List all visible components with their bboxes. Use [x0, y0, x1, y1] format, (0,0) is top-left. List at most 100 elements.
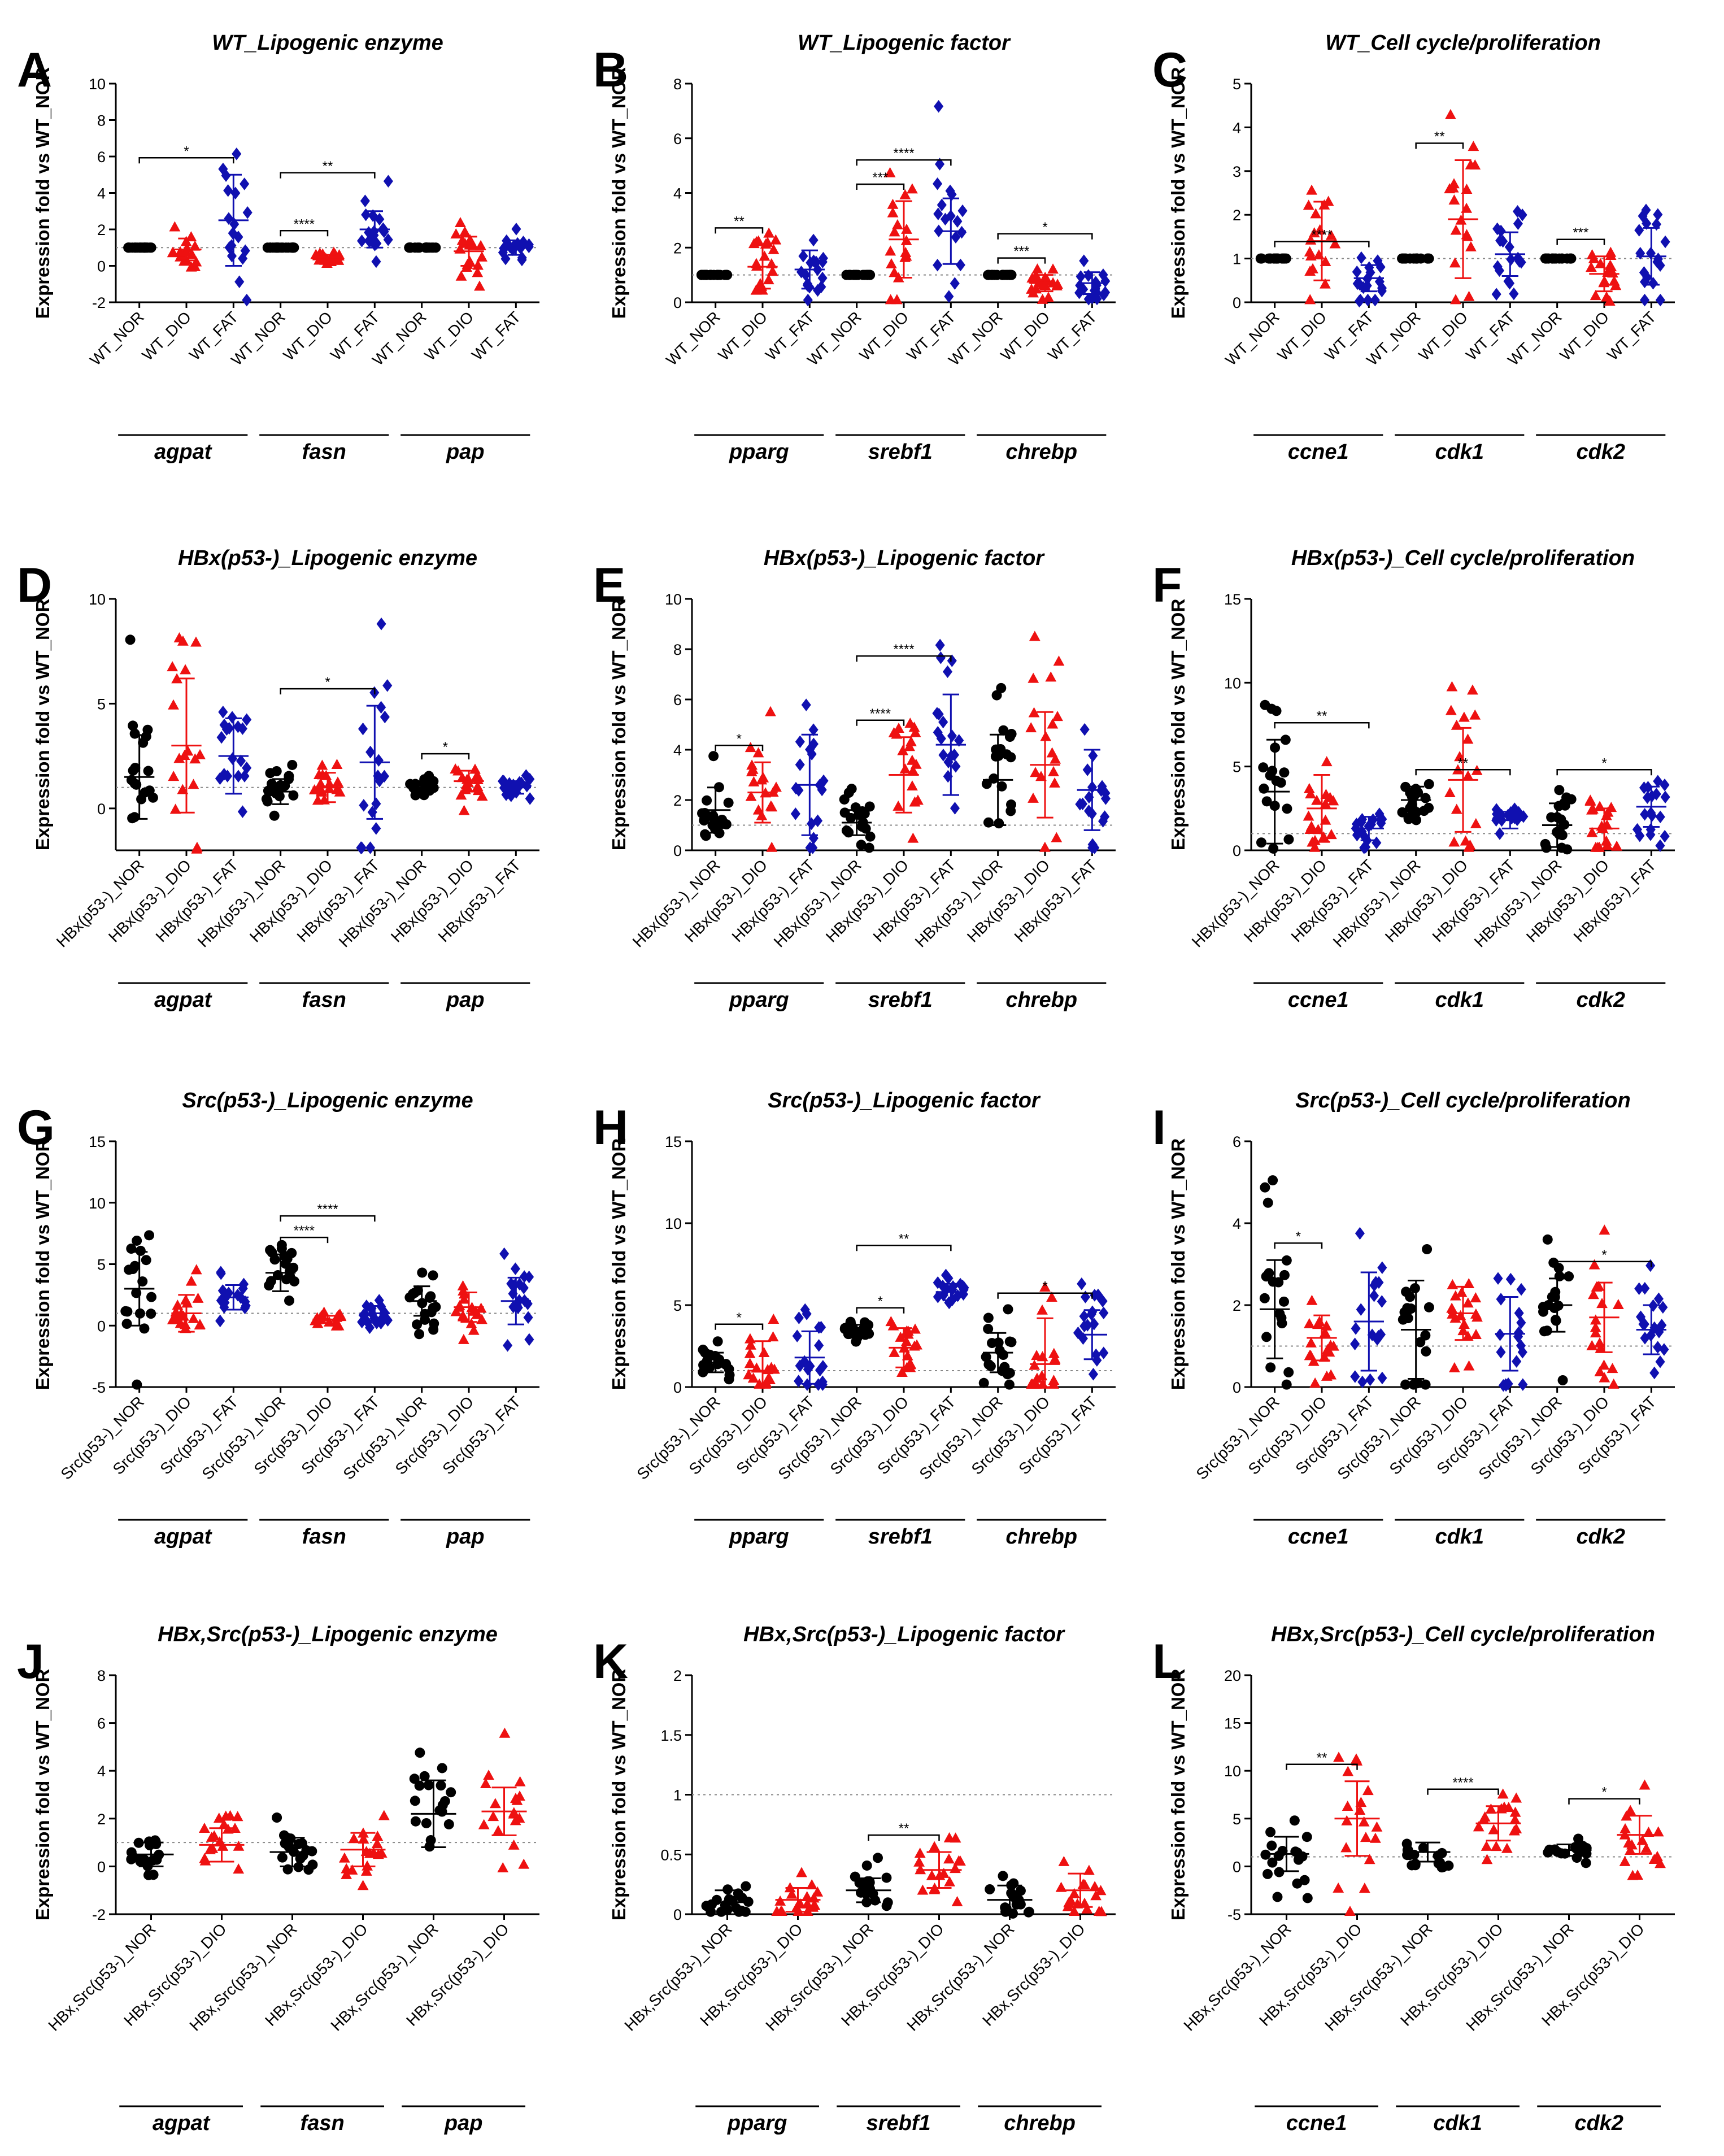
data-point [1265, 1362, 1276, 1373]
data-point [1321, 756, 1333, 767]
data-point [1304, 824, 1316, 834]
gene-label: fasn [302, 988, 346, 1012]
x-tick-label: HBx(p53-)_DIO [246, 856, 336, 945]
data-point [1006, 1337, 1017, 1348]
data-point [169, 1313, 181, 1324]
data-point [704, 1362, 715, 1373]
gene-label: cdk1 [1435, 988, 1484, 1012]
data-point [371, 1838, 383, 1849]
x-tick-label: WT_DIO [1556, 308, 1612, 364]
significance-bracket [856, 1307, 905, 1314]
data-point [372, 1849, 384, 1859]
data-point [909, 727, 921, 737]
data-point [1303, 810, 1314, 821]
data-point [356, 841, 366, 854]
data-point [1660, 235, 1670, 249]
data-point [1401, 1838, 1412, 1849]
x-tick-label: WT_DIO [280, 308, 336, 364]
data-point [1518, 1378, 1528, 1391]
data-point [334, 1309, 346, 1319]
data-point [420, 1314, 430, 1325]
significance-bracket [280, 230, 329, 237]
data-point [1538, 1306, 1549, 1317]
data-point [1030, 767, 1041, 777]
significance-label: **** [1311, 228, 1332, 243]
data-point [508, 1300, 519, 1314]
gene-label: ccne1 [1288, 440, 1349, 464]
data-point [1015, 1885, 1026, 1896]
data-point [1585, 262, 1597, 272]
data-point [1362, 1785, 1374, 1796]
data-point [1590, 1327, 1601, 1338]
data-point [891, 219, 903, 229]
data-point [1281, 1379, 1292, 1390]
data-point [190, 636, 202, 647]
data-point [1352, 277, 1362, 290]
data-point [889, 226, 900, 237]
data-point [1344, 1905, 1356, 1916]
data-point [1410, 1858, 1421, 1869]
y-tick-label: 10 [89, 76, 106, 93]
data-point [1463, 1278, 1475, 1289]
data-point [121, 1319, 132, 1329]
data-point [1258, 762, 1269, 773]
data-point [423, 1780, 434, 1790]
data-point [478, 1819, 490, 1829]
data-point [379, 770, 389, 783]
data-point [1074, 286, 1085, 299]
y-tick-label: 15 [89, 1133, 106, 1150]
data-point [1473, 1821, 1484, 1832]
data-point [483, 1770, 494, 1780]
data-point [332, 776, 343, 787]
x-tick-label: Src(p53-)_NOR [339, 1393, 429, 1483]
data-point [1260, 1182, 1270, 1193]
data-point [933, 259, 943, 272]
data-point [135, 1245, 146, 1256]
panel-label: J [17, 1635, 44, 1689]
data-point [1516, 256, 1526, 269]
data-point [1653, 775, 1663, 788]
data-point [1313, 249, 1325, 260]
data-point [1289, 1815, 1300, 1826]
data-point [1423, 779, 1434, 789]
gene-label: pap [446, 440, 485, 464]
data-point [1374, 1276, 1384, 1289]
significance-label: * [737, 731, 742, 746]
data-point [223, 184, 233, 197]
data-point [459, 237, 471, 248]
data-point [168, 699, 179, 710]
data-point [1655, 1355, 1665, 1368]
gene-label: pparg [729, 1525, 789, 1549]
data-point [1463, 1360, 1475, 1371]
data-point [1310, 208, 1322, 219]
data-point [1469, 709, 1481, 720]
data-point [942, 665, 953, 679]
data-point [1660, 829, 1670, 843]
data-point [1659, 1343, 1669, 1356]
data-point [1352, 266, 1362, 279]
data-point [489, 1798, 501, 1809]
data-point [1581, 1858, 1591, 1868]
data-point [1279, 767, 1290, 778]
data-point [1493, 1272, 1503, 1285]
panel-e: E HBx(p53-)_Lipogenic factor Expression fo… [593, 546, 1116, 1012]
data-point [1608, 1378, 1619, 1389]
data-point [1470, 1329, 1482, 1340]
data-point [914, 1848, 926, 1858]
data-point [1306, 184, 1317, 195]
significance-bracket [1556, 769, 1652, 776]
data-point [1514, 1306, 1524, 1320]
data-point [1625, 1805, 1636, 1815]
data-point [286, 1247, 297, 1258]
data-point [356, 234, 367, 247]
y-tick-label: 8 [97, 112, 106, 129]
y-tick-label: 2 [673, 792, 682, 809]
data-point [1028, 287, 1039, 298]
data-point [1398, 1314, 1408, 1325]
data-point [371, 822, 381, 835]
data-point [308, 784, 320, 794]
significance-label: ** [1317, 1750, 1327, 1766]
x-tick-label: WT_NOR [86, 308, 147, 369]
data-point [955, 258, 965, 272]
